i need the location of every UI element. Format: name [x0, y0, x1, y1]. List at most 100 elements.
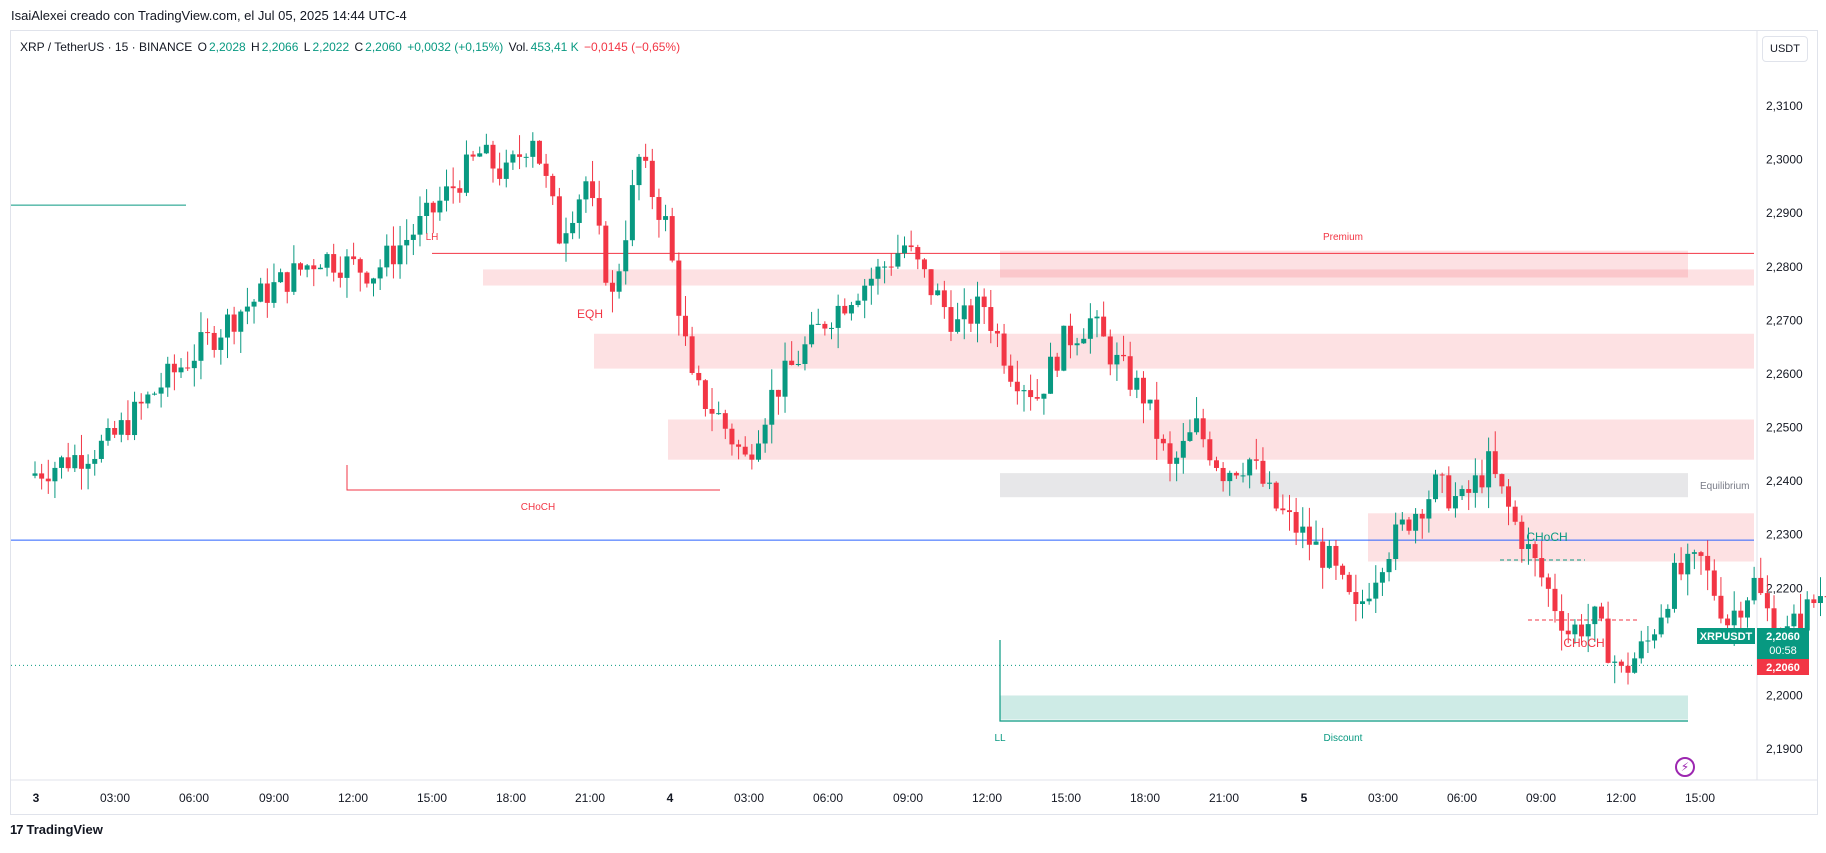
candle-body	[1180, 440, 1186, 458]
candle-body	[158, 387, 164, 394]
candle-body	[437, 200, 443, 213]
candle-body	[1406, 519, 1412, 531]
candle-body	[536, 140, 542, 164]
candle-body	[1227, 472, 1233, 482]
candle-body	[364, 272, 370, 284]
candle-body	[1034, 397, 1040, 399]
currency-button[interactable]: USDT	[1762, 36, 1808, 62]
candle-body	[72, 455, 78, 469]
candle-body	[1572, 624, 1578, 635]
candle-body	[517, 154, 523, 157]
candle-body	[829, 327, 834, 329]
candle-body	[1373, 582, 1379, 599]
low-value: 2,2022	[312, 40, 350, 54]
price-tick-label: 2,2200	[1766, 581, 1803, 595]
candle-body	[1459, 489, 1465, 497]
candle-body	[1552, 588, 1558, 612]
candle-body	[244, 306, 250, 312]
candle-body	[490, 144, 496, 169]
candle-body	[92, 458, 98, 464]
tradingview-logo[interactable]: 17 TradingView	[10, 822, 103, 837]
candle-body	[1353, 592, 1359, 605]
candle-body	[231, 314, 237, 332]
candle-body	[185, 367, 191, 369]
tv-mark-icon: 17	[10, 822, 24, 837]
candle-body	[1306, 526, 1312, 545]
candle-body	[1598, 606, 1604, 619]
candle-body	[1386, 558, 1392, 573]
candle-body	[835, 305, 841, 328]
candle-body	[1101, 316, 1107, 337]
candle-body	[882, 266, 888, 268]
candle-body	[1021, 390, 1027, 392]
candle-body	[822, 323, 828, 329]
candle-body	[1187, 432, 1193, 441]
candle-body	[1559, 611, 1565, 631]
candle-body	[1625, 665, 1631, 673]
candle-body	[1240, 475, 1246, 477]
symbol-name[interactable]: XRP / TetherUS · 15 · BINANCE	[20, 40, 193, 54]
candle-body	[583, 181, 589, 200]
candle-body	[550, 175, 556, 197]
time-tick-label: 12:00	[972, 791, 1002, 805]
candle-body	[663, 216, 669, 220]
time-tick-label: 18:00	[1130, 791, 1160, 805]
candle-body	[875, 266, 881, 279]
candle-body	[1233, 472, 1239, 476]
candle-body	[1711, 570, 1717, 596]
candle-body	[1492, 451, 1498, 475]
candle-body	[1326, 545, 1332, 568]
candle-body	[1466, 489, 1472, 493]
candle-body	[1253, 459, 1259, 461]
lightning-icon[interactable]: ⚡	[1675, 757, 1695, 777]
candle-body	[576, 199, 582, 223]
candle-body	[1798, 613, 1804, 631]
candle-body	[596, 198, 602, 226]
candle-body	[789, 360, 795, 365]
candle-body	[1293, 512, 1299, 533]
candle-body	[975, 296, 981, 324]
choch-label-2: CHoCH	[1526, 530, 1567, 544]
candle-body	[1419, 513, 1425, 519]
candle-body	[1519, 521, 1525, 549]
discount-boundary-line	[999, 640, 1688, 722]
candle-body	[1008, 365, 1014, 382]
discount-label: Discount	[1324, 733, 1363, 744]
time-tick-label: 15:00	[417, 791, 447, 805]
candle-body	[218, 337, 224, 350]
candle-body	[85, 463, 91, 469]
last-price-text: 2,2060	[1766, 631, 1800, 643]
candle-body	[138, 401, 144, 404]
candle-body	[497, 168, 503, 179]
candle-body	[994, 330, 1000, 334]
candle-body	[1074, 343, 1080, 346]
candle-body	[802, 344, 808, 364]
candle-body	[1207, 439, 1213, 461]
candle-body	[1592, 606, 1598, 625]
time-tick-label: 12:00	[1606, 791, 1636, 805]
candle-body	[463, 154, 469, 193]
candle-body	[1140, 377, 1146, 404]
candle-body	[151, 393, 157, 395]
volume-value: 453,41 K	[530, 40, 579, 54]
candle-body	[1280, 508, 1286, 511]
candle-body	[291, 263, 297, 292]
candle-body	[809, 324, 815, 345]
low-label: L	[303, 40, 311, 54]
candle-body	[1247, 459, 1253, 476]
candle-body	[1539, 558, 1545, 578]
price-tick-label: 2,2400	[1766, 474, 1803, 488]
candle-body	[1671, 562, 1677, 609]
candle-body	[304, 265, 310, 270]
candle-body	[1658, 617, 1664, 635]
price-tick-label: 2,2900	[1766, 206, 1803, 220]
candle-body	[1067, 325, 1073, 346]
candle-body	[264, 283, 270, 303]
close-label: C	[354, 40, 364, 54]
chart-frame	[10, 30, 1818, 815]
last-price-tag[interactable]	[1757, 628, 1809, 660]
candle-body	[1346, 574, 1352, 593]
candle-body	[696, 372, 702, 381]
time-tick-label: 03:00	[734, 791, 764, 805]
